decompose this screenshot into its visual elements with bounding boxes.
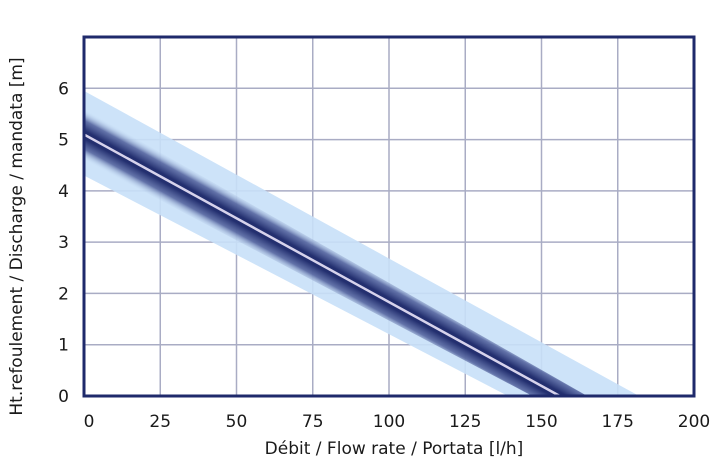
x-tick-label: 200 — [678, 412, 710, 432]
curve-band-outer — [84, 90, 640, 396]
curve-line — [84, 133, 561, 396]
y-tick-label: 3 — [58, 233, 69, 253]
y-tick-label: 2 — [58, 284, 69, 304]
x-tick-label: 100 — [373, 412, 405, 432]
x-tick-label: 0 — [84, 412, 95, 432]
y-tick-labels: 0 1 2 3 4 5 6 — [58, 79, 69, 407]
x-tick-label: 150 — [525, 412, 557, 432]
x-tick-label: 25 — [149, 412, 171, 432]
x-axis-label: Débit / Flow rate / Portata [l/h] — [265, 439, 524, 459]
x-tick-label: 125 — [449, 412, 481, 432]
x-tick-label: 50 — [226, 412, 248, 432]
curve-bands — [84, 90, 640, 396]
y-axis-label: Ht.refoulement / Discharge / mandata [m] — [7, 57, 27, 415]
y-tick-label: 4 — [58, 182, 69, 202]
plot-frame — [82, 35, 696, 398]
y-tick-label: 1 — [58, 336, 69, 356]
x-tick-label: 75 — [302, 412, 324, 432]
y-tick-label: 0 — [58, 387, 69, 407]
x-tick-labels: 0 25 50 75 100 125 150 175 200 — [84, 412, 711, 432]
curve-band-inner — [84, 108, 588, 396]
y-tick-label: 6 — [58, 79, 69, 99]
x-tick-label: 175 — [602, 412, 634, 432]
y-tick-label: 5 — [58, 131, 69, 151]
